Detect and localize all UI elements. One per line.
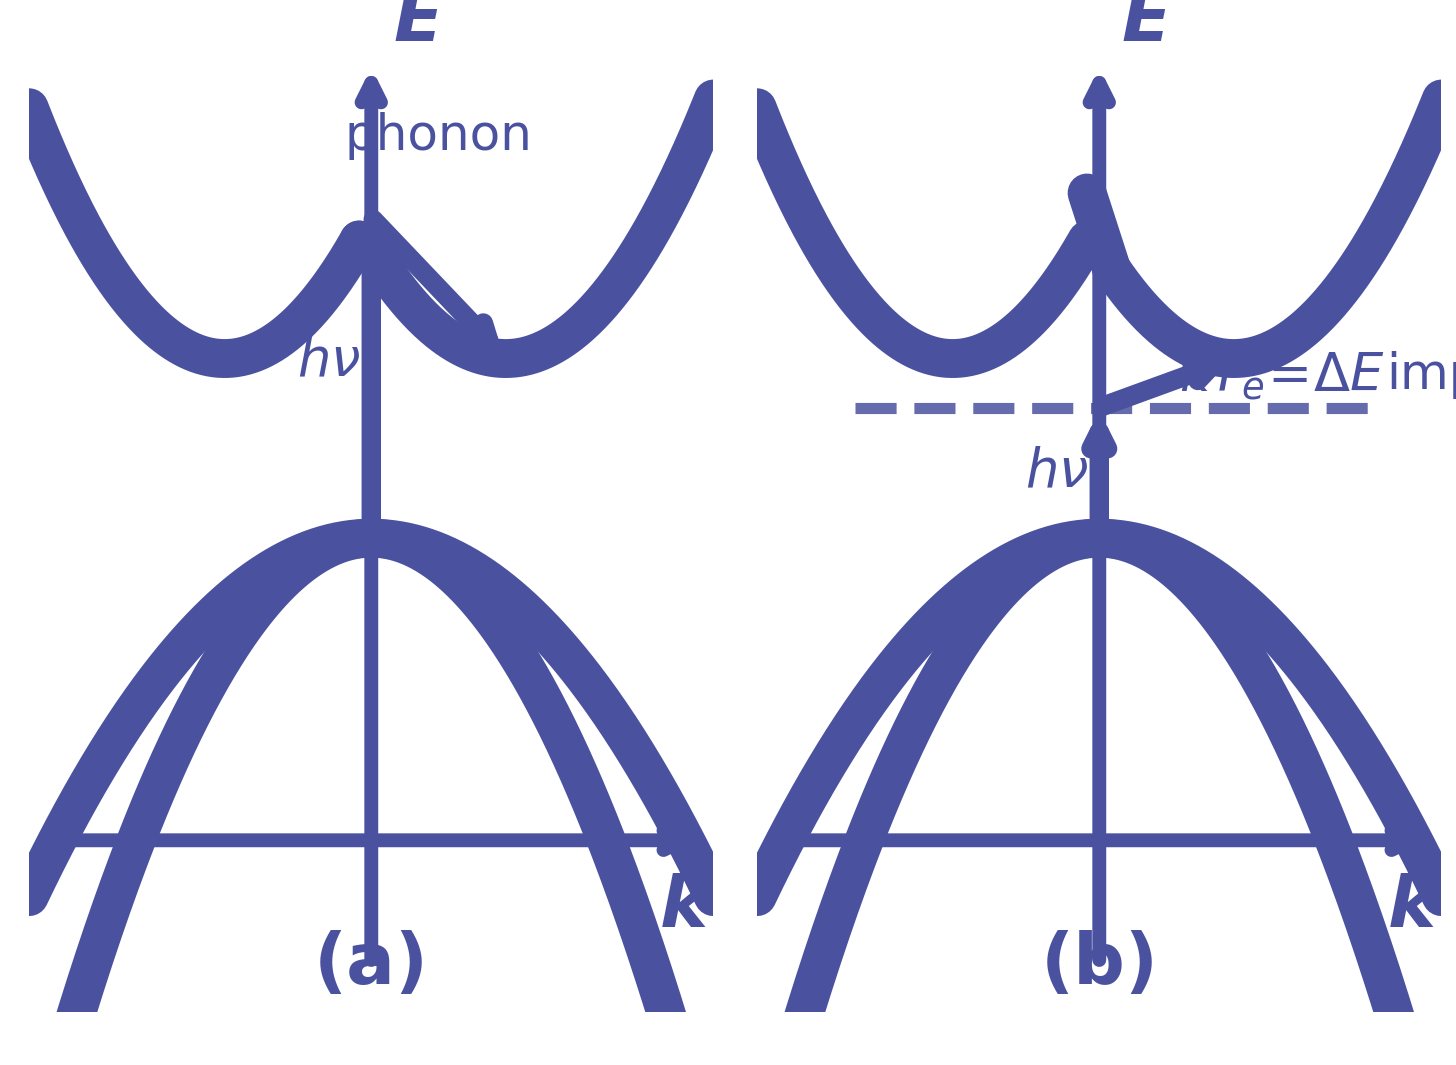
Text: k: k <box>1388 873 1436 941</box>
Text: (a): (a) <box>314 930 428 999</box>
Text: $h\nu$: $h\nu$ <box>297 335 360 388</box>
Text: E: E <box>393 0 443 56</box>
Text: $kT_e\!=\!\Delta E$: $kT_e\!=\!\Delta E$ <box>1179 348 1385 402</box>
Text: $h\nu$: $h\nu$ <box>1025 447 1088 498</box>
Text: impurity: impurity <box>1386 351 1456 399</box>
Text: (b): (b) <box>1040 930 1159 999</box>
Text: k: k <box>660 873 708 941</box>
Text: phonon: phonon <box>345 112 533 161</box>
Text: E: E <box>1121 0 1171 56</box>
